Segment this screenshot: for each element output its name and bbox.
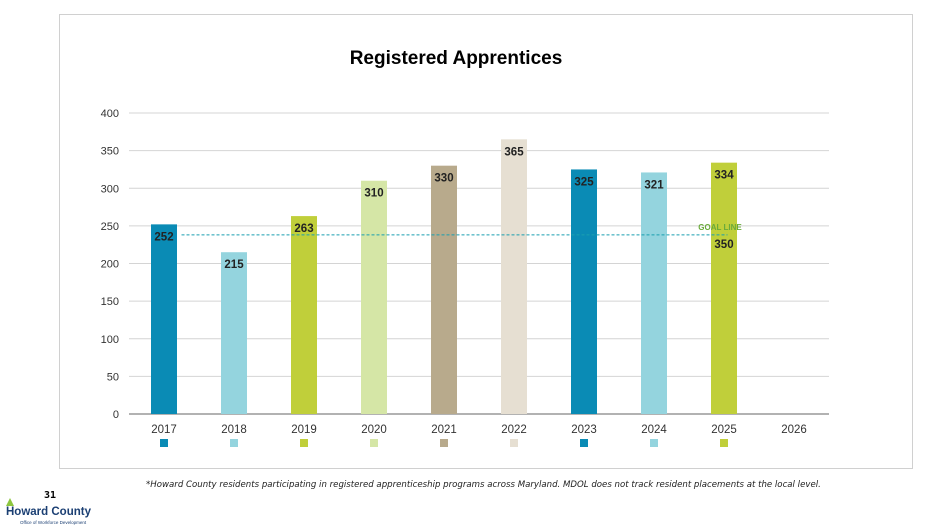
goal-line-value: 350 — [714, 239, 733, 251]
goal-line-group: GOAL LINE 350 — [181, 223, 742, 251]
bar — [151, 224, 177, 414]
legend-swatch — [230, 439, 238, 447]
legend-swatch — [440, 439, 448, 447]
y-axis-ticks: 0 50 100 150 200 250 300 350 400 — [101, 108, 119, 421]
bar — [431, 165, 457, 414]
y-tick-label: 100 — [101, 334, 119, 346]
legend-swatch — [160, 439, 168, 447]
y-tick-label: 400 — [101, 108, 119, 120]
logo-name: Howard County — [6, 506, 91, 518]
goal-line-label: GOAL LINE — [698, 223, 742, 232]
bar — [711, 162, 737, 414]
x-tick-label: 2026 — [781, 424, 807, 436]
data-label: 330 — [434, 173, 453, 185]
page-number: 31 — [44, 490, 57, 501]
data-label: 334 — [714, 170, 734, 182]
legend-swatch — [510, 439, 518, 447]
legend-swatch — [720, 439, 728, 447]
x-tick-label: 2018 — [221, 424, 247, 436]
howard-county-logo: Howard County Office of Workforce Develo… — [2, 496, 98, 528]
legend-swatch — [370, 439, 378, 447]
data-label: 263 — [294, 223, 313, 235]
y-tick-label: 200 — [101, 259, 119, 271]
logo-subtitle: Office of Workforce Development — [20, 520, 87, 525]
data-label: 321 — [644, 179, 664, 191]
data-label: 215 — [224, 259, 244, 271]
y-tick-label: 350 — [101, 146, 119, 158]
legend-swatch — [650, 439, 658, 447]
legend — [160, 439, 728, 447]
x-tick-label: 2023 — [571, 424, 597, 436]
bar — [361, 180, 387, 414]
legend-swatch — [300, 439, 308, 447]
y-tick-label: 250 — [101, 221, 119, 233]
logo-mark-icon — [6, 498, 14, 506]
y-tick-label: 0 — [113, 409, 119, 421]
x-axis-ticks: 2017 2018 2019 2020 2021 2022 2023 2024 2025 2026 — [151, 424, 807, 436]
data-label: 365 — [504, 146, 524, 158]
bar — [571, 169, 597, 414]
bar — [221, 252, 247, 414]
y-tick-label: 50 — [107, 371, 119, 383]
data-label: 252 — [154, 231, 173, 243]
chart-frame — [59, 14, 913, 469]
bar — [291, 216, 317, 414]
x-tick-label: 2017 — [151, 424, 177, 436]
data-label: 325 — [574, 176, 594, 188]
x-tick-label: 2020 — [361, 424, 387, 436]
x-tick-label: 2024 — [641, 424, 667, 436]
y-tick-label: 300 — [101, 183, 119, 195]
data-label: 310 — [364, 188, 383, 200]
x-tick-label: 2025 — [711, 424, 737, 436]
legend-swatch — [580, 439, 588, 447]
bar — [501, 139, 527, 414]
footnote: *Howard County residents participating i… — [146, 480, 821, 490]
bars: 252 215 263 310 330 365 325 321 334 — [151, 139, 737, 414]
y-tick-label: 150 — [101, 296, 119, 308]
x-tick-label: 2019 — [291, 424, 317, 436]
chart-title: Registered Apprentices — [349, 48, 563, 69]
x-tick-label: 2021 — [431, 424, 457, 436]
x-tick-label: 2022 — [501, 424, 527, 436]
bar — [641, 172, 667, 414]
